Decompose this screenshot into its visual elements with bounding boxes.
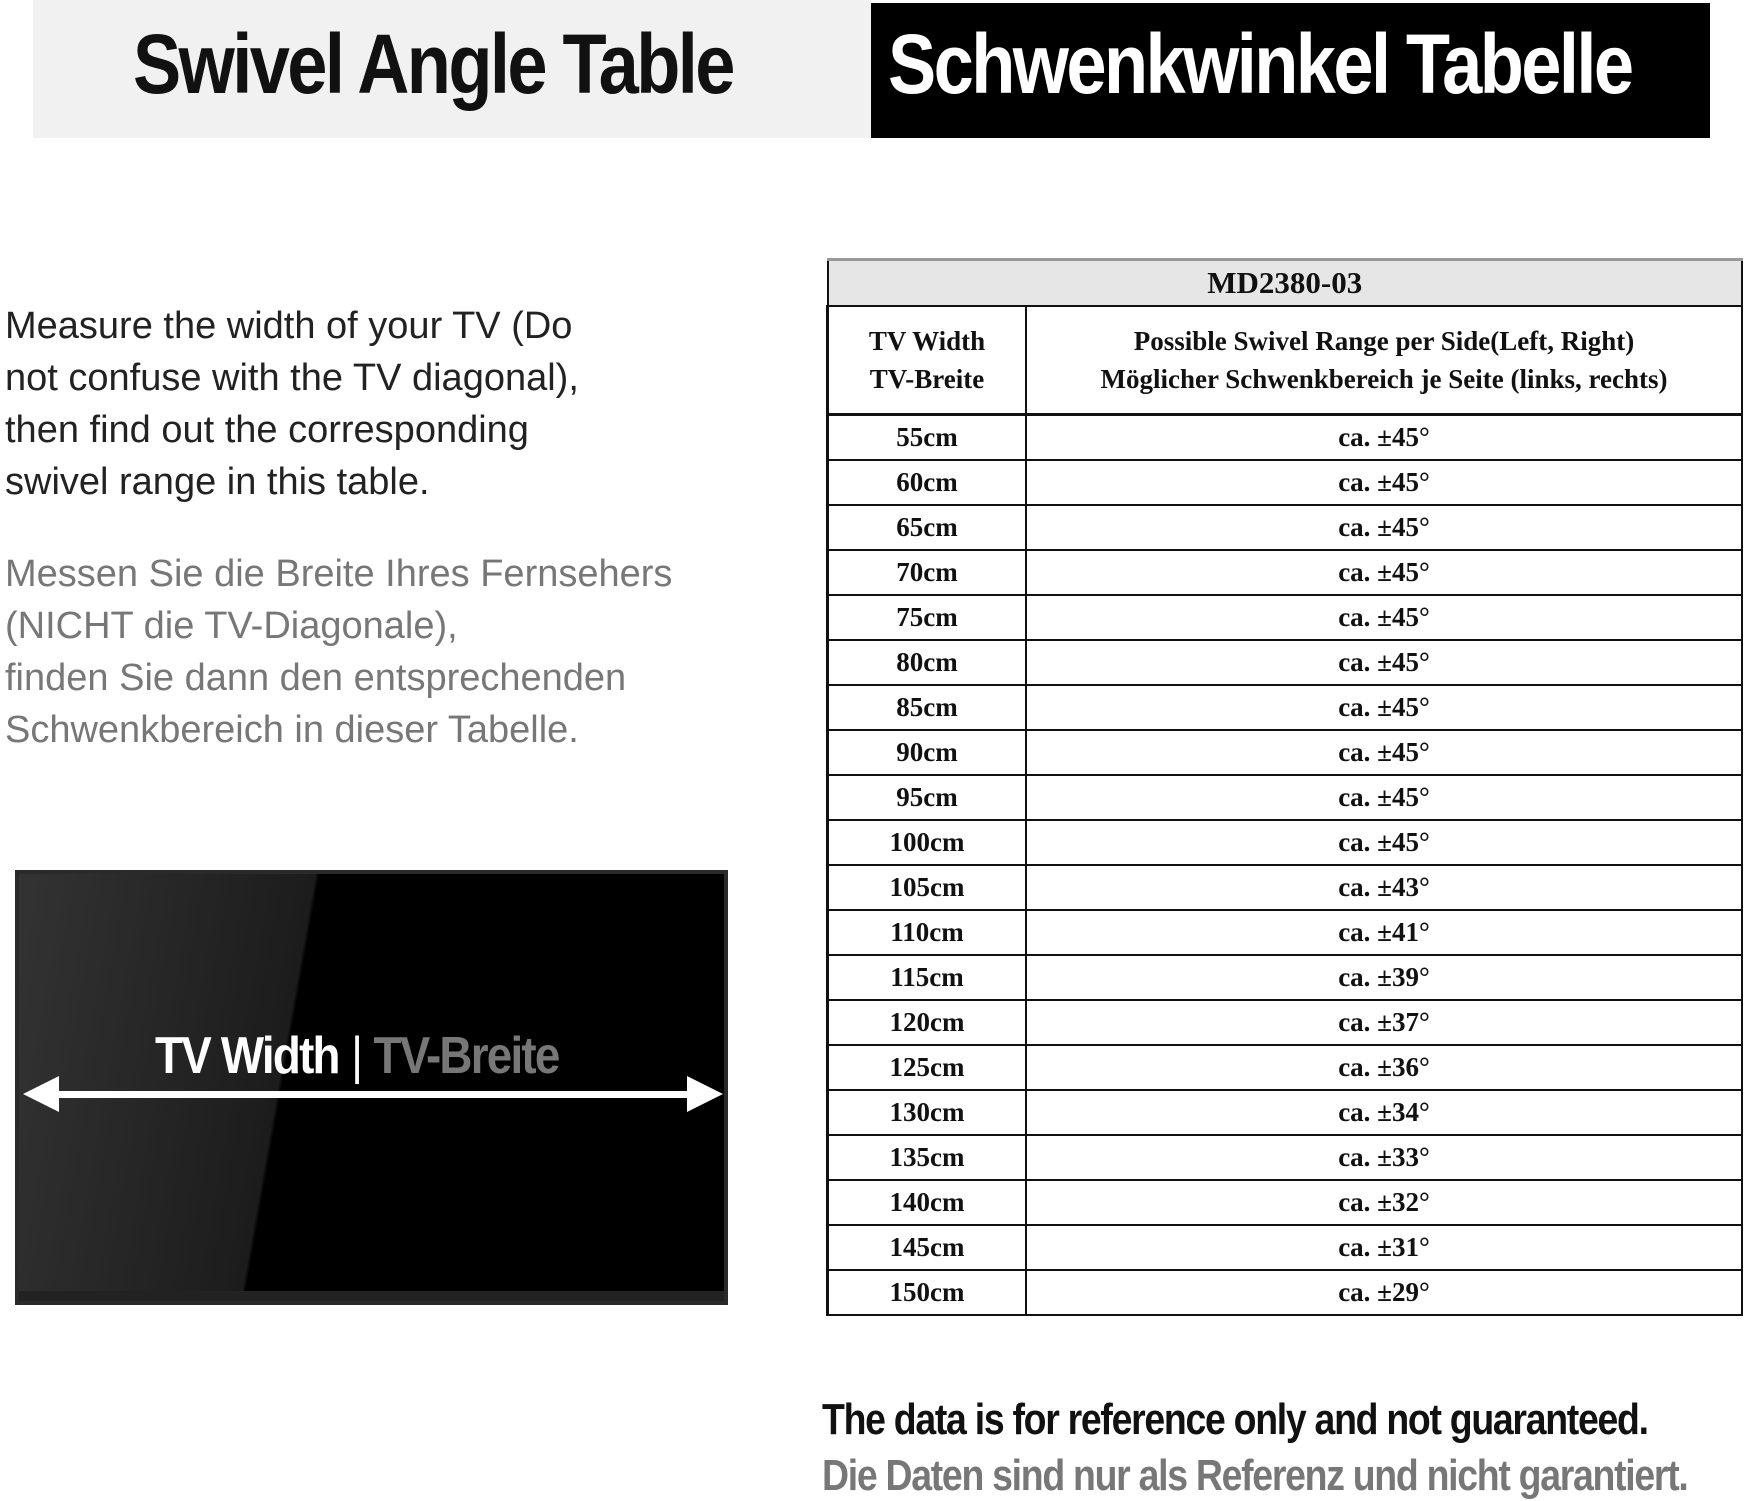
tv-width-cell: 120cm <box>826 999 1027 1046</box>
tv-width-cell: 145cm <box>826 1224 1027 1271</box>
tv-width-cell: 100cm <box>826 819 1027 866</box>
tv-width-cell: 115cm <box>826 954 1027 1001</box>
table-row: 95cm ca. ±45° <box>826 774 1743 821</box>
tv-illustration: TV Width | TV-Breite <box>15 870 728 1305</box>
table-row: 135cm ca. ±33° <box>826 1134 1743 1181</box>
col1-header-de: TV-Breite <box>869 364 985 394</box>
swivel-range-cell: ca. ±37° <box>1025 999 1743 1046</box>
table-row: 65cm ca. ±45° <box>826 504 1743 551</box>
tv-width-label-en: TV Width <box>155 1027 341 1085</box>
table-row: 60cm ca. ±45° <box>826 459 1743 506</box>
tv-width-cell: 90cm <box>826 729 1027 776</box>
tv-width-label-de: TV-Breite <box>373 1027 561 1085</box>
intro-text-de: Messen Sie die Breite Ihres Fernsehers (… <box>5 553 673 751</box>
tv-width-cell: 70cm <box>826 549 1027 596</box>
table-row: 70cm ca. ±45° <box>826 549 1743 596</box>
page-title-de: Schwenkwinkel Tabelle <box>888 17 1634 111</box>
swivel-angle-table: MD2380-03 TV Width TV-Breite Possible Swi… <box>826 258 1743 1316</box>
tv-width-cell: 150cm <box>826 1269 1027 1316</box>
swivel-range-cell: ca. ±45° <box>1025 594 1743 641</box>
swivel-range-cell: ca. ±45° <box>1025 729 1743 776</box>
table-row: 150cm ca. ±29° <box>826 1269 1743 1316</box>
tv-width-cell: 110cm <box>826 909 1027 956</box>
table-row: 85cm ca. ±45° <box>826 684 1743 731</box>
page-title-en: Swivel Angle Table <box>133 17 735 111</box>
swivel-range-cell: ca. ±31° <box>1025 1224 1743 1271</box>
table-row: 115cm ca. ±39° <box>826 954 1743 1001</box>
tv-width-cell: 65cm <box>826 504 1027 551</box>
swivel-range-cell: ca. ±36° <box>1025 1044 1743 1091</box>
swivel-range-cell: ca. ±45° <box>1025 774 1743 821</box>
tv-width-cell: 55cm <box>826 413 1027 461</box>
double-arrow-icon <box>23 1076 723 1112</box>
tv-width-label: TV Width | TV-Breite <box>155 1026 561 1086</box>
swivel-range-cell: ca. ±39° <box>1025 954 1743 1001</box>
tv-width-cell: 130cm <box>826 1089 1027 1136</box>
label-separator: | <box>351 1027 363 1085</box>
swivel-range-cell: ca. ±32° <box>1025 1179 1743 1226</box>
tv-width-cell: 80cm <box>826 639 1027 686</box>
table-row: 105cm ca. ±43° <box>826 864 1743 911</box>
table-row: 110cm ca. ±41° <box>826 909 1743 956</box>
col2-header-en: Possible Swivel Range per Side(Left, Rig… <box>1133 326 1635 356</box>
tv-width-cell: 95cm <box>826 774 1027 821</box>
swivel-range-cell: ca. ±45° <box>1025 504 1743 551</box>
tv-width-cell: 60cm <box>826 459 1027 506</box>
swivel-range-cell: ca. ±34° <box>1025 1089 1743 1136</box>
title-band-en <box>33 0 871 138</box>
tv-bezel-bottom <box>19 1291 724 1301</box>
tv-width-cell: 85cm <box>826 684 1027 731</box>
tv-width-cell: 140cm <box>826 1179 1027 1226</box>
swivel-range-cell: ca. ±45° <box>1025 459 1743 506</box>
swivel-range-cell: ca. ±41° <box>1025 909 1743 956</box>
disclaimer-de: Die Daten sind nur als Referenz und nich… <box>822 1451 1689 1500</box>
table-row: 55cm ca. ±45° <box>826 413 1743 461</box>
column-header-range: Possible Swivel Range per Side(Left, Rig… <box>1025 305 1743 416</box>
swivel-range-cell: ca. ±45° <box>1025 639 1743 686</box>
swivel-range-cell: ca. ±45° <box>1025 684 1743 731</box>
table-row: 145cm ca. ±31° <box>826 1224 1743 1271</box>
table-row: 75cm ca. ±45° <box>826 594 1743 641</box>
table-row: 140cm ca. ±32° <box>826 1179 1743 1226</box>
title-band-de <box>871 3 1710 138</box>
table-row: 80cm ca. ±45° <box>826 639 1743 686</box>
swivel-range-cell: ca. ±43° <box>1025 864 1743 911</box>
swivel-range-cell: ca. ±45° <box>1025 413 1743 461</box>
swivel-range-cell: ca. ±45° <box>1025 549 1743 596</box>
tv-width-cell: 135cm <box>826 1134 1027 1181</box>
swivel-range-cell: ca. ±29° <box>1025 1269 1743 1316</box>
swivel-range-cell: ca. ±45° <box>1025 819 1743 866</box>
model-header: MD2380-03 <box>826 258 1743 307</box>
tv-width-cell: 75cm <box>826 594 1027 641</box>
table-row: 125cm ca. ±36° <box>826 1044 1743 1091</box>
col1-header-en: TV Width <box>868 326 986 356</box>
column-header-width: TV Width TV-Breite <box>826 305 1027 416</box>
table-row: 90cm ca. ±45° <box>826 729 1743 776</box>
tv-width-cell: 105cm <box>826 864 1027 911</box>
table-row: 130cm ca. ±34° <box>826 1089 1743 1136</box>
intro-text-en: Measure the width of your TV (Do not con… <box>5 305 579 503</box>
swivel-range-cell: ca. ±33° <box>1025 1134 1743 1181</box>
col2-header-de: Möglicher Schwenkbereich je Seite (links… <box>1100 364 1668 394</box>
table-row: 100cm ca. ±45° <box>826 819 1743 866</box>
tv-width-cell: 125cm <box>826 1044 1027 1091</box>
disclaimer-en: The data is for reference only and not g… <box>822 1395 1649 1444</box>
table-row: 120cm ca. ±37° <box>826 999 1743 1046</box>
